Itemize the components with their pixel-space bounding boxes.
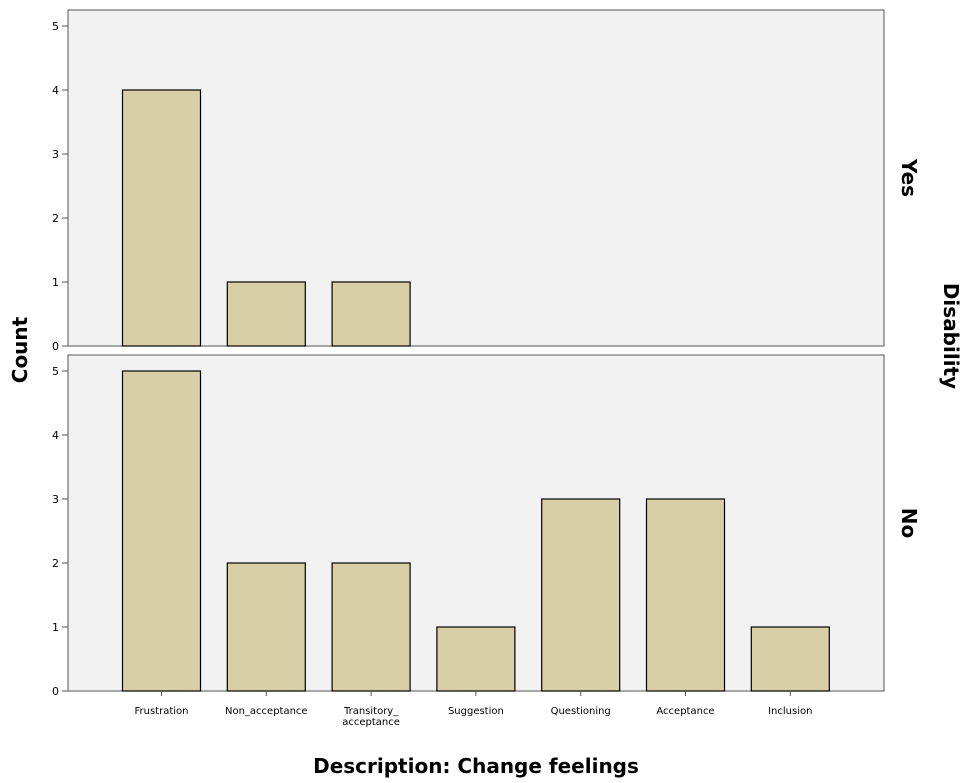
x-tick-label-line: Acceptance (656, 706, 714, 717)
bar (226, 281, 306, 347)
x-tick-label-line: Suggestion (448, 706, 504, 717)
bar (541, 498, 621, 692)
bar (331, 281, 411, 347)
panel-label: No (897, 508, 921, 538)
facet-panel-yes: 0 1 2 3 4 5 Yes (52, 9, 921, 353)
y-tick-label: 0 (52, 685, 59, 698)
y-tick-label: 4 (52, 429, 59, 442)
bar (750, 626, 830, 692)
bar (226, 562, 306, 692)
bar (121, 89, 202, 347)
x-tick-label: Transitory_ acceptance (342, 706, 400, 728)
y-tick-label: 2 (52, 557, 59, 570)
x-tick-label: Questioning (551, 706, 611, 717)
x-tick-label-line: Frustration (135, 706, 189, 717)
x-tick-label-line: Inclusion (768, 706, 812, 717)
x-tick-label: Acceptance (656, 706, 714, 717)
y-tick-label: 3 (52, 148, 59, 161)
y-tick-label: 1 (52, 621, 59, 634)
y-tick-label: 3 (52, 493, 59, 506)
facet-title: Disability (939, 283, 963, 389)
x-tick-label: Suggestion (448, 706, 504, 717)
bar (436, 626, 516, 692)
bar (331, 562, 411, 692)
y-tick-label: 0 (52, 340, 59, 353)
x-axis-title: Description: Change feelings (313, 754, 639, 778)
bar (645, 498, 726, 692)
bar (121, 370, 202, 692)
y-tick-label: 1 (52, 276, 59, 289)
x-tick-label-line: Non_acceptance (225, 706, 308, 717)
x-tick-label-line: acceptance (342, 717, 400, 728)
y-tick-label: 2 (52, 212, 59, 225)
y-tick-label: 5 (52, 20, 59, 33)
y-tick-label: 4 (52, 84, 59, 97)
y-axis-title: Count (8, 316, 32, 383)
x-tick-label-line: Questioning (551, 706, 611, 717)
x-tick-label: Frustration (135, 706, 189, 717)
panel-background (67, 9, 885, 347)
x-tick-label: Inclusion (768, 706, 812, 717)
x-tick-label: Non_acceptance (225, 706, 308, 717)
panel-label: Yes (897, 158, 921, 197)
y-tick-label: 5 (52, 365, 59, 378)
facet-panel-no: 0 1 2 3 4 5 No (52, 354, 921, 698)
x-tick-label-line: Transitory_ (343, 706, 399, 717)
